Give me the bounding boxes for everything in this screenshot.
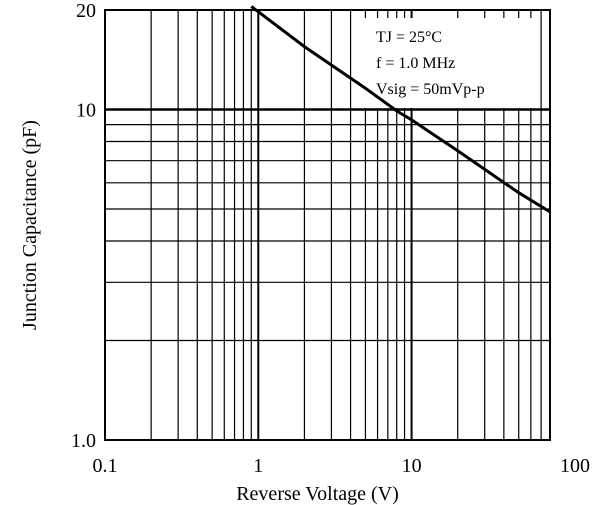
x-tick-label: 0.1: [93, 455, 118, 477]
annotation-line: f = 1.0 MHz: [376, 55, 455, 72]
grid-lines: [105, 10, 550, 440]
y-axis-label: Junction Capacitance (pF): [19, 120, 41, 330]
annotation-line: TJ = 25°C: [376, 29, 442, 46]
x-tick-labels: 0.1 1 10 100: [93, 455, 591, 477]
y-tick-label: 20: [76, 0, 96, 22]
annotation-box: [362, 18, 532, 108]
x-tick-label: 10: [402, 455, 422, 477]
series-group: [250, 5, 551, 214]
series-line: [250, 5, 551, 214]
x-axis-label: Reverse Voltage (V): [236, 483, 399, 505]
x-tick-label: 100: [560, 455, 590, 477]
y-tick-label: 1.0: [71, 430, 96, 452]
annotation-line: Vsig = 50mVp-p: [376, 81, 485, 98]
plot-frame: [104, 9, 551, 441]
y-tick-labels: 1.0 10 20: [71, 0, 96, 452]
y-tick-label: 10: [76, 99, 96, 121]
annotation-text: TJ = 25°C f = 1.0 MHz Vsig = 50mVp-p: [376, 29, 485, 98]
x-tick-label: 1: [253, 455, 263, 477]
